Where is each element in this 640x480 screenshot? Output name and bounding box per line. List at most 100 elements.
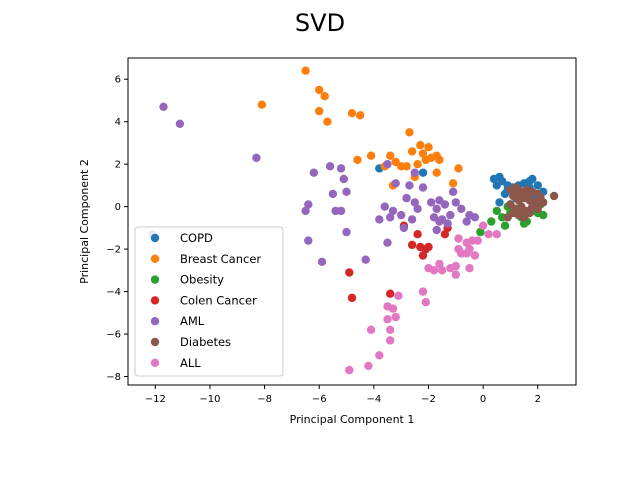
- series-breast-cancer: [257, 66, 463, 190]
- x-tick-label: −12: [145, 394, 166, 405]
- data-point: [492, 230, 501, 239]
- data-point: [440, 230, 450, 239]
- data-point: [424, 242, 433, 252]
- data-point: [328, 189, 338, 199]
- data-point: [386, 336, 395, 345]
- y-tick-label: −6: [106, 330, 121, 341]
- data-point: [440, 200, 450, 209]
- data-point: [407, 215, 417, 224]
- x-tick-label: −8: [257, 394, 272, 405]
- legend-label: ALL: [180, 356, 201, 370]
- data-point: [391, 179, 400, 188]
- data-point: [424, 143, 433, 152]
- data-point: [470, 213, 480, 222]
- data-point: [418, 183, 428, 192]
- data-point: [388, 304, 398, 313]
- data-point: [492, 206, 501, 216]
- data-point: [402, 162, 411, 171]
- data-point: [159, 102, 168, 112]
- data-point: [446, 264, 455, 273]
- data-point: [399, 223, 409, 233]
- data-point: [443, 219, 452, 228]
- data-point: [388, 206, 398, 216]
- series-colen-cancer: [345, 221, 452, 303]
- data-point: [418, 168, 428, 177]
- data-point: [487, 217, 496, 226]
- legend-box: [134, 226, 284, 377]
- data-point: [257, 100, 267, 109]
- legend-marker: [150, 317, 160, 326]
- data-point: [432, 204, 441, 213]
- data-point: [418, 251, 428, 260]
- data-point: [435, 155, 444, 165]
- data-point: [533, 204, 542, 213]
- data-point: [448, 187, 458, 196]
- legend-label: COPD: [180, 231, 213, 245]
- data-point: [421, 155, 430, 165]
- data-point: [375, 351, 384, 360]
- data-point: [320, 92, 329, 101]
- data-point: [386, 325, 395, 334]
- data-point: [407, 240, 417, 250]
- legend-item: Diabetes: [150, 335, 231, 349]
- data-point: [386, 213, 395, 222]
- data-point: [175, 119, 185, 128]
- data-point: [511, 189, 521, 199]
- data-point: [345, 365, 354, 375]
- data-point: [315, 106, 324, 116]
- legend-label: Obesity: [180, 273, 224, 287]
- legend: COPD Breast Cancer Obesity Colen Cancer AML D…: [134, 226, 284, 377]
- plot-area: [148, 66, 559, 375]
- data-point: [418, 287, 428, 296]
- data-point: [435, 259, 444, 269]
- legend-label: AML: [180, 314, 205, 328]
- data-point: [413, 230, 422, 239]
- data-point: [366, 325, 376, 334]
- legend-marker: [150, 254, 160, 263]
- data-point: [342, 227, 351, 237]
- data-point: [301, 206, 310, 216]
- y-tick-label: −8: [106, 372, 121, 383]
- data-point: [342, 187, 351, 196]
- data-point: [465, 264, 474, 273]
- y-tick-label: 0: [115, 202, 121, 213]
- data-point: [386, 151, 395, 160]
- data-point: [462, 249, 471, 258]
- x-axis-label: Principal Component 1: [290, 413, 415, 426]
- data-point: [525, 208, 534, 218]
- data-point: [413, 204, 422, 213]
- data-point: [451, 198, 460, 207]
- data-point: [304, 200, 313, 209]
- data-point: [413, 160, 422, 169]
- data-point: [427, 198, 436, 207]
- data-point: [432, 225, 441, 235]
- data-point: [309, 168, 318, 177]
- data-point: [470, 251, 480, 260]
- data-point: [424, 264, 433, 273]
- data-point: [407, 147, 417, 156]
- data-point: [416, 140, 425, 150]
- data-point: [476, 227, 485, 237]
- data-point: [336, 164, 346, 173]
- data-point: [478, 221, 488, 230]
- data-point: [336, 206, 346, 216]
- data-point: [533, 181, 542, 190]
- y-tick-label: 6: [115, 75, 121, 86]
- chart-title: SVD: [295, 9, 345, 37]
- y-tick-label: −2: [106, 245, 121, 256]
- data-point: [345, 268, 354, 277]
- data-point: [364, 361, 373, 371]
- data-point: [325, 162, 335, 171]
- data-point: [446, 210, 455, 220]
- legend-item: Breast Cancer: [150, 252, 261, 266]
- data-point: [410, 198, 419, 207]
- data-point: [315, 85, 324, 95]
- data-point: [304, 236, 313, 245]
- data-point: [503, 213, 512, 222]
- legend-marker: [150, 296, 160, 305]
- y-tick-label: −4: [106, 287, 121, 298]
- series-all: [345, 221, 501, 375]
- legend-item: AML: [150, 314, 205, 328]
- series-diabetes: [503, 183, 559, 222]
